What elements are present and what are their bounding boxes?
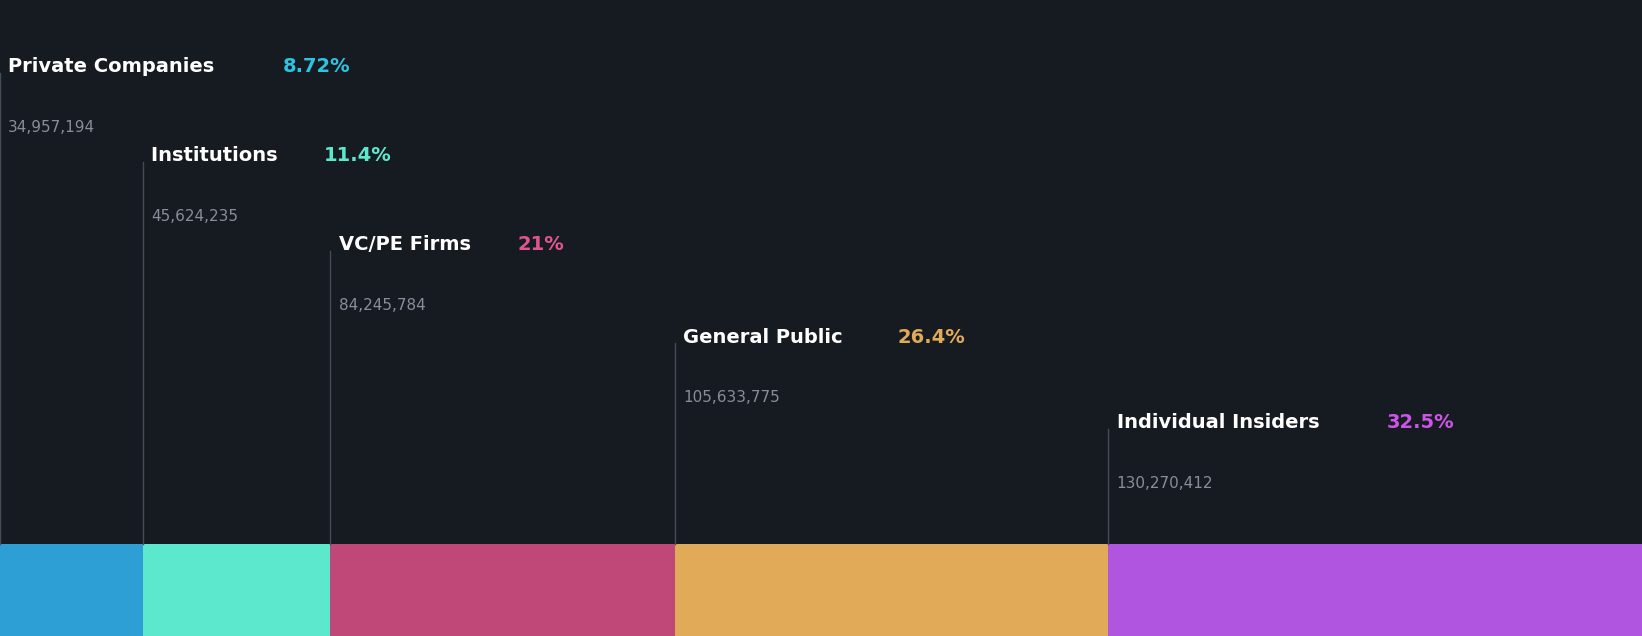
Bar — [143, 544, 330, 636]
Bar — [330, 544, 675, 636]
Text: 8.72%: 8.72% — [282, 57, 351, 76]
Bar — [0, 544, 143, 636]
Text: 45,624,235: 45,624,235 — [151, 209, 238, 224]
Text: VC/PE Firms: VC/PE Firms — [338, 235, 478, 254]
Text: 34,957,194: 34,957,194 — [8, 120, 95, 135]
Text: Institutions: Institutions — [151, 146, 284, 165]
Text: 11.4%: 11.4% — [323, 146, 391, 165]
Text: Individual Insiders: Individual Insiders — [1117, 413, 1327, 432]
Text: 21%: 21% — [517, 235, 565, 254]
Bar — [1108, 544, 1642, 636]
Text: Private Companies: Private Companies — [8, 57, 222, 76]
Bar — [675, 544, 1108, 636]
Text: General Public: General Public — [683, 328, 849, 347]
Text: 32.5%: 32.5% — [1387, 413, 1455, 432]
Text: 26.4%: 26.4% — [898, 328, 965, 347]
Text: 130,270,412: 130,270,412 — [1117, 476, 1213, 491]
Text: 105,633,775: 105,633,775 — [683, 390, 780, 405]
Text: 84,245,784: 84,245,784 — [338, 298, 425, 313]
